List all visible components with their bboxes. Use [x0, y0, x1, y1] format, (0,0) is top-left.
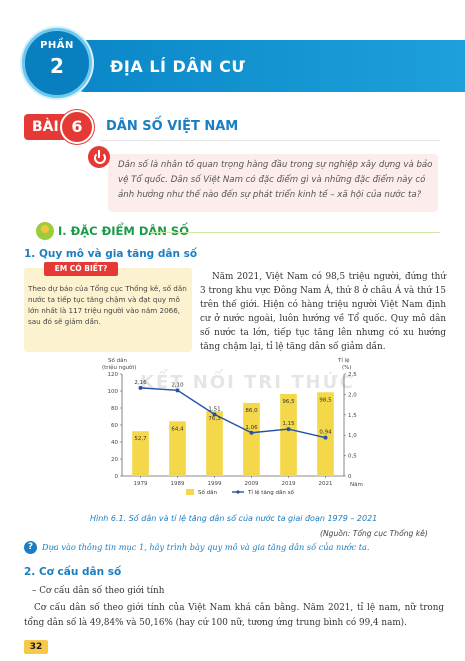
lesson-title: DÂN SỐ VIỆT NAM: [106, 119, 239, 134]
body-paragraph: Năm 2021, Việt Nam có 98,5 triệu người, …: [200, 272, 446, 352]
y-tick-label-left: 60: [111, 423, 118, 429]
subsection-title: 2. Cơ cấu dân số: [24, 566, 122, 578]
line-value-label: 2,16: [134, 380, 147, 386]
x-axis-label: Năm: [350, 482, 363, 488]
y-axis-label-left: Số dân: [108, 357, 127, 364]
x-tick-label: 1989: [171, 481, 185, 487]
line-value-label: 1,06: [245, 425, 258, 431]
line-value-label: 1,15: [282, 421, 295, 427]
question-icon: ?: [24, 541, 37, 554]
x-tick-label: 2021: [319, 481, 333, 487]
divider: [150, 232, 440, 233]
power-icon: [88, 146, 110, 168]
line-value-label: 2,10: [171, 382, 184, 388]
bar: [243, 402, 260, 476]
bar: [280, 393, 297, 476]
did-you-know-label: EM CÓ BIẾT?: [44, 262, 118, 276]
bar: [317, 392, 334, 476]
x-tick-label: 2009: [245, 481, 259, 487]
bar-value-label: 98,5: [319, 397, 332, 403]
question-text: Dựa vào thông tin mục 1, hãy trình bày q…: [42, 542, 370, 552]
figure-caption: Hình 6.1. Số dân và tỉ lệ tăng dân số củ…: [90, 514, 378, 523]
section-title: I. ĐẶC ĐIỂM DÂN SỐ: [58, 224, 189, 238]
watermark-text: KẾT NỐI TRI THỨC: [140, 372, 355, 393]
bar-value-label: 52,7: [134, 436, 147, 442]
line-value-label: 0,94: [319, 430, 332, 436]
list-item: – Cơ cấu dân số theo giới tính: [32, 586, 165, 596]
bar-value-label: 76,3: [208, 416, 221, 422]
y-tick-label-right: 2,0: [348, 392, 357, 398]
legend-swatch-bar: [186, 489, 194, 495]
divider: [100, 140, 440, 141]
bar-value-label: 96,5: [282, 399, 295, 405]
growth-rate-point: [175, 388, 180, 393]
part-title: ĐỊA LÍ DÂN CƯ: [110, 57, 246, 76]
growth-rate-point: [212, 412, 217, 417]
intro-box: [108, 154, 438, 212]
y-tick-label-left: 120: [108, 372, 119, 378]
y-tick-label-left: 40: [111, 440, 118, 446]
figure-source: (Nguồn: Tổng cục Thống kê): [320, 529, 428, 538]
y-tick-label-right: 0: [348, 474, 352, 480]
did-you-know-text: Theo dự báo của Tổng cục Thống kê, số dâ…: [28, 284, 187, 326]
y-tick-label-left: 100: [108, 389, 119, 395]
y-axis-label-right: Tỉ lệ: [337, 357, 350, 364]
legend-label: Tỉ lệ tăng dân số: [247, 489, 295, 496]
subsection-title: 1. Quy mô và gia tăng dân số: [24, 248, 198, 260]
x-tick-label: 1979: [134, 481, 148, 487]
y-tick-label-right: 1,0: [348, 433, 357, 439]
growth-rate-point: [249, 430, 254, 435]
y-tick-label-right: 2,5: [348, 372, 357, 378]
part-label: PHẦN: [40, 40, 74, 51]
y-axis-label-left: (triệu người): [102, 364, 136, 371]
y-tick-label-left: 20: [111, 457, 118, 463]
lesson-number: 6: [60, 110, 94, 144]
y-tick-label-left: 80: [111, 406, 118, 412]
x-tick-label: 1999: [208, 481, 222, 487]
growth-rate-point: [138, 385, 143, 390]
growth-rate-point: [286, 427, 291, 432]
bar: [169, 421, 186, 476]
part-header-bar: [60, 40, 465, 92]
growth-rate-point: [323, 435, 328, 440]
y-axis-label-right: (%): [342, 365, 352, 371]
bar: [206, 411, 223, 476]
legend-swatch-point: [236, 490, 240, 494]
part-number: 2: [50, 54, 64, 78]
y-tick-label-left: 0: [115, 474, 119, 480]
line-value-label: 1,51: [208, 406, 220, 412]
legend-label: Số dân: [198, 489, 217, 496]
bar-value-label: 64,4: [171, 426, 184, 432]
y-tick-label-right: 1,5: [348, 413, 357, 419]
body-paragraph: Cơ cấu dân số theo giới tính của Việt Na…: [24, 603, 444, 628]
x-tick-label: 2019: [282, 481, 296, 487]
growth-rate-line: [140, 387, 326, 439]
y-tick-label-right: 0,5: [348, 454, 357, 460]
section-person-icon: [36, 222, 54, 240]
intro-text: Dân số là nhân tố quan trọng hàng đầu tr…: [118, 160, 433, 200]
bar-value-label: 86,0: [245, 408, 258, 414]
bar: [132, 431, 149, 476]
part-badge: [22, 28, 92, 98]
page-number: 32: [24, 640, 48, 654]
did-you-know-box: [24, 268, 192, 352]
